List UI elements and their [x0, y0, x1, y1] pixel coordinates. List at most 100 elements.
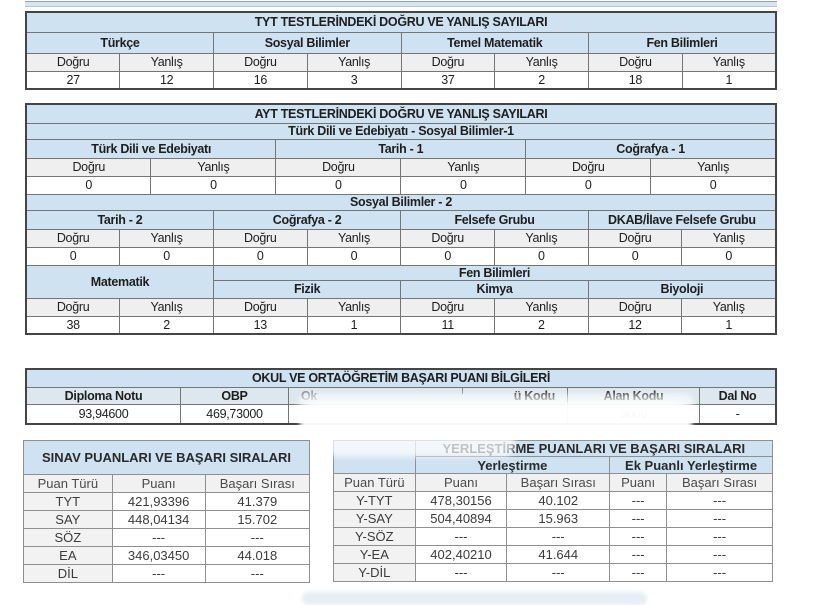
dogru-label: Doğru [587, 228, 683, 248]
ek-basari-sirasi-cell: --- [666, 527, 773, 546]
ayt-group-biyoloji: Biyoloji [587, 279, 777, 299]
ayt-value-cell: 0 [494, 246, 589, 266]
ayt-table-title: AYT TESTLERİNDEKİ DOĞRU VE YANLIŞ SAYILA… [25, 103, 777, 124]
ayt-value-cell: 1 [681, 315, 777, 335]
table-row: Y-EA 402,40210 41.644 --- --- [333, 545, 773, 564]
yanlis-label: Yanlış [681, 297, 777, 317]
yanlis-label: Yanlış [306, 52, 402, 72]
tyt-group-matematik: Temel Matematik [400, 31, 589, 54]
dogru-label: Doğru [213, 52, 308, 72]
puan-turu-cell: Y-EA [333, 545, 416, 564]
ayt-value-cell: 0 [400, 246, 496, 266]
table-row: Y-SÖZ --- --- --- --- [333, 527, 773, 546]
puan-turu-cell: EA [23, 546, 113, 565]
yanlis-label: Yanlış [681, 228, 777, 248]
yanlis-label: Yanlış [494, 52, 589, 72]
ayt-value-cell: 11 [400, 315, 496, 335]
dogru-label: Doğru [212, 228, 308, 248]
obp-table-title: OKUL VE ORTAÖĞRETİM BAŞARI PUANI BİLGİLE… [25, 368, 777, 388]
dogru-label: Doğru [587, 297, 683, 317]
redacted-header-left-fragment: Ok [301, 388, 318, 403]
obp-info-table: OKUL VE ORTAÖĞRETİM BAŞARI PUANI BİLGİLE… [25, 368, 777, 425]
yanlis-label: Yanlış [306, 228, 402, 248]
ayt-value-cell: 0 [25, 175, 152, 195]
puani-cell: 448,04134 [111, 510, 206, 529]
col-basari-sirasi: Başarı Sırası [204, 474, 311, 493]
ayt-value-cell: 0 [525, 175, 652, 195]
ayt-value-cell: 0 [681, 246, 777, 266]
col-ek-basari-sirasi: Başarı Sırası [666, 473, 773, 492]
table-row: SÖZ --- --- [23, 528, 311, 547]
yanlis-label: Yanlış [494, 228, 589, 248]
yanlis-label: Yanlış [400, 157, 527, 177]
tyt-value-cell: 18 [588, 70, 683, 90]
table-row: Y-SAY 504,40894 15.963 --- --- [333, 509, 773, 528]
corner-cell [333, 440, 416, 474]
dogru-label: Doğru [25, 297, 121, 317]
ayt-value-cell: 0 [212, 246, 308, 266]
dogru-label: Doğru [588, 52, 683, 72]
puan-turu-cell: SÖZ [23, 528, 113, 547]
ayt-group-fizik: Fizik [212, 279, 402, 299]
ayt-group-fen: Fen Bilimleri [212, 264, 777, 281]
dogru-label: Doğru [400, 297, 496, 317]
puan-turu-cell: Y-DİL [333, 563, 416, 582]
yanlis-label: Yanlış [650, 157, 777, 177]
col-puan-turu: Puan Türü [23, 474, 113, 493]
dogru-label: Doğru [400, 52, 496, 72]
ayt-value-cell: 0 [306, 246, 402, 266]
dogru-label: Doğru [212, 297, 308, 317]
ayt-group-cografya2: Coğrafya - 2 [212, 209, 402, 230]
ek-basari-sirasi-cell: --- [666, 509, 773, 528]
cropped-row-strip [25, 1, 777, 7]
ek-puani-cell: --- [609, 491, 668, 510]
tyt-value-cell: 3 [306, 70, 402, 90]
puan-turu-cell: SAY [23, 510, 113, 529]
col-alan-kodu: Alan Kodu [567, 386, 700, 405]
table-row: Y-TYT 478,30156 40.102 --- --- [333, 491, 773, 510]
ek-puani-cell: --- [609, 527, 668, 546]
yanlis-label: Yanlış [119, 297, 214, 317]
basari-sirasi-cell: --- [506, 563, 611, 582]
ayt-group-cografya1: Coğrafya - 1 [525, 138, 777, 159]
ayt-section1-subtitle: Türk Dili ve Edebiyatı - Sosyal Bilimler… [25, 122, 777, 140]
basari-sirasi-cell: --- [204, 528, 311, 547]
puani-cell: --- [414, 563, 508, 582]
col-obp: OBP [180, 386, 289, 405]
yanlis-label: Yanlış [681, 52, 777, 72]
ek-basari-sirasi-cell: --- [666, 491, 773, 510]
puan-turu-cell: Y-SAY [333, 509, 416, 528]
tyt-group-fen: Fen Bilimleri [588, 31, 777, 54]
tyt-value-cell: 16 [213, 70, 308, 90]
yanlis-label: Yanlış [119, 52, 214, 72]
ek-puani-cell: --- [609, 509, 668, 528]
ek-puani-cell: --- [609, 563, 668, 582]
tyt-value-cell: 27 [25, 70, 121, 90]
ayt-value-cell: 0 [150, 175, 277, 195]
sinav-table-title: SINAV PUANLARI VE BAŞARI SIRALARI [23, 440, 310, 475]
puani-cell: --- [111, 564, 206, 583]
ayt-value-cell: 13 [212, 315, 308, 335]
puani-cell: 504,40894 [414, 509, 508, 528]
basari-sirasi-cell: 15.963 [506, 509, 611, 528]
puani-cell: 421,93396 [111, 492, 206, 511]
ayt-value-cell: 2 [119, 315, 214, 335]
dogru-label: Doğru [25, 228, 121, 248]
ayt-value-cell: 0 [25, 246, 121, 266]
tyt-results-table: TYT TESTLERİNDEKİ DOĞRU VE YANLIŞ SAYILA… [25, 11, 777, 90]
ayt-value-cell: 1 [306, 315, 402, 335]
puan-turu-cell: DİL [23, 564, 113, 583]
tyt-group-turkce: Türkçe [25, 31, 214, 54]
dogru-label: Doğru [25, 157, 152, 177]
ayt-group-tde: Türk Dili ve Edebiyatı [25, 138, 277, 159]
ayt-group-matematik: Matematik [25, 264, 214, 299]
tyt-value-cell: 37 [400, 70, 496, 90]
ayt-group-kimya: Kimya [400, 279, 589, 299]
col-puani: Puanı [414, 473, 508, 492]
basari-sirasi-cell: 41.644 [506, 545, 611, 564]
basari-sirasi-cell: --- [506, 527, 611, 546]
puan-turu-cell: TYT [23, 492, 113, 511]
obp-value: 469,73000 [180, 403, 289, 425]
ek-basari-sirasi-cell: --- [666, 563, 773, 582]
